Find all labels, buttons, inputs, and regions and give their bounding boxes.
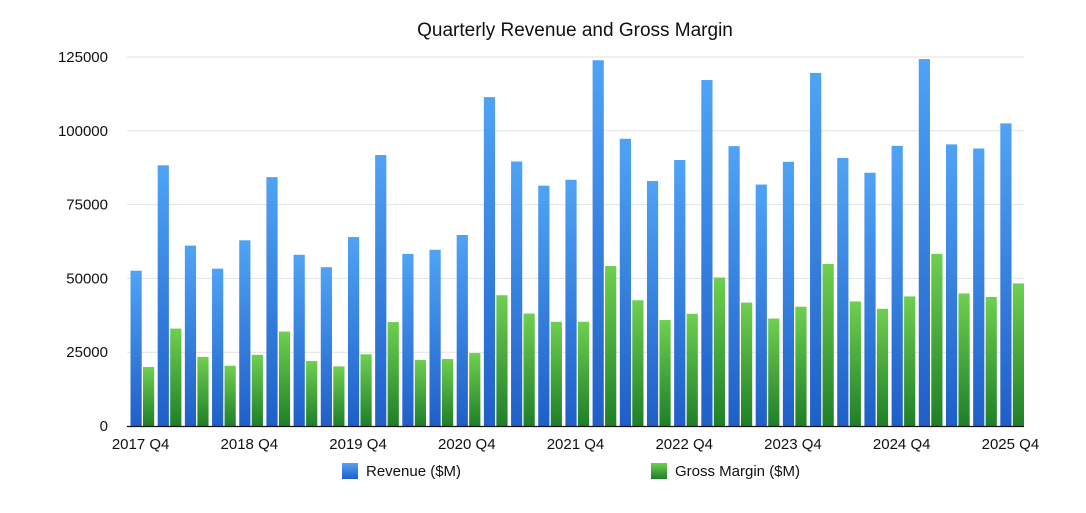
revenue-bar: [646, 180, 659, 426]
revenue-bar: [429, 249, 441, 426]
gross-margin-bar: [741, 302, 753, 426]
revenue-bar: [674, 160, 686, 427]
gross-margin-bar: [414, 359, 427, 426]
revenue-bar: [320, 267, 332, 426]
revenue-bar: [511, 161, 523, 426]
gross-margin-bar: [876, 308, 889, 426]
x-tick-label: 2017 Q4: [112, 436, 170, 453]
gross-margin-bar: [442, 358, 454, 426]
gross-margin-bar: [605, 266, 617, 426]
x-tick-label: 2018 Q4: [221, 436, 279, 453]
gross-margin-bar: [496, 295, 508, 426]
gross-margin-bar: [1012, 283, 1025, 426]
gross-margin-bar: [251, 354, 263, 426]
gross-margin-bar: [768, 318, 780, 426]
revenue-bar: [592, 60, 604, 427]
revenue-bar: [864, 172, 876, 426]
revenue-bar-legend-swatch: [342, 463, 358, 479]
chart-title: Quarterly Revenue and Gross Margin: [417, 20, 733, 41]
gross-margin-bar: [523, 313, 535, 426]
revenue-bar: [891, 145, 903, 426]
revenue-bar: [728, 146, 740, 427]
revenue-bar: [239, 240, 251, 426]
gross-margin-bar: [306, 361, 318, 426]
gross-margin-bar: [904, 296, 916, 426]
revenue-bar: [782, 161, 795, 426]
revenue-bar: [456, 235, 468, 426]
revenue-bar: [375, 155, 387, 426]
gross-margin-bar: [632, 300, 644, 426]
gross-margin-bar: [659, 320, 671, 426]
revenue-bar: [837, 157, 849, 426]
gross-margin-bar: [224, 365, 236, 426]
legend-label: Revenue ($M): [366, 463, 461, 480]
y-tick-label: 75000: [66, 197, 108, 214]
revenue-bar: [212, 268, 224, 426]
gross-margin-bar: [550, 321, 562, 426]
x-tick-label: 2019 Q4: [329, 436, 387, 453]
revenue-bar: [184, 245, 197, 426]
revenue-bar: [918, 59, 930, 426]
gross-margin-bar: [958, 293, 970, 426]
y-tick-label: 125000: [58, 49, 108, 66]
gross-margin-bar: [387, 322, 399, 426]
revenue-bar: [266, 177, 278, 426]
gross-margin-bar: [170, 328, 182, 426]
revenue-bar: [157, 165, 169, 427]
x-tick-label: 2022 Q4: [655, 436, 713, 453]
gross-margin-bar: [360, 354, 372, 426]
y-tick-label: 50000: [66, 270, 108, 287]
gross-margin-bar: [849, 301, 861, 426]
gross-margin-bar: [333, 366, 345, 426]
revenue-bar: [755, 184, 767, 426]
revenue-bar: [565, 179, 577, 426]
gross-margin-bar: [197, 356, 209, 426]
gross-margin-bar-legend-swatch: [651, 463, 667, 479]
y-axis-ticks: 0 25000 50000 75000 100000 125000: [58, 49, 108, 435]
y-tick-label: 0: [100, 418, 108, 435]
revenue-bar: [973, 148, 985, 426]
y-tick-label: 25000: [66, 344, 108, 361]
bars: [130, 59, 1025, 427]
revenue-bar: [619, 138, 631, 427]
revenue-bar: [130, 270, 142, 426]
x-tick-label: 2025 Q4: [982, 436, 1040, 453]
revenue-bar: [945, 144, 958, 426]
gross-margin-bar: [985, 296, 997, 426]
revenue-bar: [538, 185, 550, 426]
gross-margin-bar: [822, 263, 834, 426]
gross-margin-bar: [143, 366, 155, 426]
revenue-bar: [810, 72, 822, 427]
y-tick-label: 100000: [58, 123, 108, 140]
gross-margin-bar: [931, 253, 943, 426]
x-tick-label: 2021 Q4: [547, 436, 605, 453]
x-tick-label: 2023 Q4: [764, 436, 822, 453]
gross-margin-bar: [469, 353, 481, 426]
revenue-bar: [347, 237, 360, 426]
gross-margin-bar: [278, 331, 291, 426]
gross-margin-bar: [686, 313, 698, 426]
gross-margin-bar: [577, 321, 590, 426]
revenue-bar: [293, 254, 305, 426]
gross-margin-bar: [795, 306, 807, 426]
legend-label: Gross Margin ($M): [675, 463, 800, 480]
revenue-bar: [1000, 123, 1012, 427]
legend: Revenue ($M) Gross Margin ($M): [342, 463, 800, 480]
revenue-bar: [402, 253, 414, 426]
x-tick-label: 2020 Q4: [438, 436, 496, 453]
revenue-bar: [483, 97, 496, 426]
x-tick-label: 2024 Q4: [873, 436, 931, 453]
x-axis-ticks: 2017 Q4 2018 Q4 2019 Q4 2020 Q4 2021 Q4 2022 …: [112, 436, 1039, 453]
gross-margin-bar: [713, 277, 726, 426]
revenue-bar: [701, 80, 713, 426]
